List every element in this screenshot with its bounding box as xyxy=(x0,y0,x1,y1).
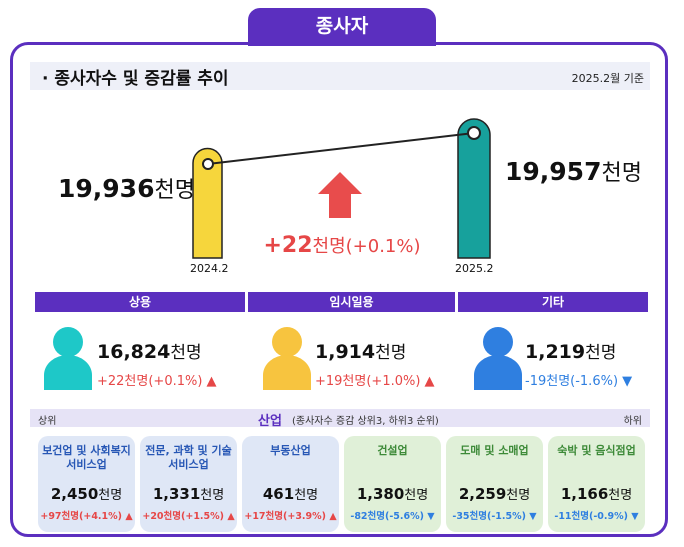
change: +20천명(+1.5%) xyxy=(142,511,225,522)
industry-change: -35천명(-1.5%) ▼ xyxy=(452,511,537,522)
trend-change: +22천명(+0.1%) xyxy=(262,232,422,258)
person-icon xyxy=(474,327,522,390)
industry-value: 1,166천명 xyxy=(548,484,645,503)
industry-card: 부동산업 461천명 +17천명(+3.9%) ▲ xyxy=(242,436,339,532)
change: -82천명(-5.6%) xyxy=(350,511,424,522)
status-value: 1,219천명 xyxy=(525,338,616,363)
industry-change: +20천명(+1.5%) ▲ xyxy=(142,511,235,522)
change: +17천명(+3.9%) xyxy=(244,511,327,522)
status-change: +19천명(+1.0%) ▲ xyxy=(315,374,435,389)
number: 16,824 xyxy=(97,341,171,363)
bottom-label: 하위 xyxy=(623,416,642,427)
period: 2025.2 xyxy=(455,262,494,275)
number: 1,380 xyxy=(356,485,405,503)
number: 1,166 xyxy=(560,485,609,503)
industry-bar: 상위 산업 (종사자수 증감 상위3, 하위3 순위) 하위 xyxy=(30,409,650,429)
trend-graphic xyxy=(192,118,491,259)
unit: 천명 xyxy=(312,236,346,257)
up-arrow xyxy=(318,172,362,218)
industry-change: +97천명(+4.1%) ▲ xyxy=(40,511,133,522)
industry-card: 전문, 과학 및 기술 서비스업 1,331천명 +20천명(+1.5%) ▲ xyxy=(140,436,237,532)
unit: 천명 xyxy=(608,488,633,503)
status-value: 1,914천명 xyxy=(315,338,406,363)
change: +97천명(+4.1%) xyxy=(40,511,123,522)
status-change: -19천명(-1.6%) ▼ xyxy=(525,374,633,389)
number: 1,914 xyxy=(315,341,376,363)
industry-card: 건설업 1,380천명 -82천명(-5.6%) ▼ xyxy=(344,436,441,532)
industry-name: 부동산업 xyxy=(270,444,311,457)
industry-name: 건설업 xyxy=(377,444,408,457)
tab: 종사자 xyxy=(248,8,436,46)
pillar-2025 xyxy=(457,118,491,259)
rate: (+0.1%) xyxy=(345,236,421,257)
top-label: 상위 xyxy=(38,416,57,427)
unit: 천명 xyxy=(294,488,319,503)
status-header: 기타 xyxy=(458,292,648,312)
change: +19천명(+1.0%) xyxy=(315,374,421,389)
industry-title: 산업 xyxy=(258,414,282,429)
change: -19천명(-1.6%) xyxy=(525,374,619,389)
industry-value: 2,450천명 xyxy=(38,484,135,503)
industry-change: -11천명(-0.9%) ▼ xyxy=(554,511,639,522)
industry-subtitle: (종사자수 증감 상위3, 하위3 순위) xyxy=(292,416,439,427)
industry-name: 도매 및 소매업 xyxy=(460,444,529,457)
unit: 천명 xyxy=(585,343,617,363)
number: 461 xyxy=(262,485,295,503)
number: 19,936 xyxy=(58,174,155,203)
point xyxy=(202,158,214,170)
unit: 천명 xyxy=(601,161,642,186)
trend-line xyxy=(207,132,475,165)
person-icon xyxy=(44,327,92,390)
industry-value: 461천명 xyxy=(242,484,339,503)
unit: 천명 xyxy=(154,178,195,203)
title-bar xyxy=(30,62,650,90)
status-header: 상용 xyxy=(35,292,245,312)
number: 1,331 xyxy=(152,485,201,503)
date-note: 2025.2월 기준 xyxy=(571,72,644,85)
point xyxy=(467,126,481,140)
number: 2,450 xyxy=(50,485,99,503)
title-text: 종사자수 및 증감률 추이 xyxy=(54,69,229,89)
person-icons xyxy=(44,327,522,390)
unit: 천명 xyxy=(506,488,531,503)
number: 1,219 xyxy=(525,341,586,363)
industry-card: 숙박 및 음식점업 1,166천명 -11천명(-0.9%) ▼ xyxy=(548,436,645,532)
industry-card: 보건업 및 사회복지 서비스업 2,450천명 +97천명(+4.1%) ▲ xyxy=(38,436,135,532)
industry-name: 전문, 과학 및 기술 서비스업 xyxy=(145,444,232,471)
industry-change: -82천명(-5.6%) ▼ xyxy=(350,511,435,522)
change-value: +22 xyxy=(263,233,313,258)
status-value: 16,824천명 xyxy=(97,338,202,363)
change: -35천명(-1.5%) xyxy=(452,511,526,522)
value-2025: 19,957천명 xyxy=(505,155,642,187)
unit: 천명 xyxy=(170,343,202,363)
industry-value: 1,380천명 xyxy=(344,484,441,503)
industry-change: +17천명(+3.9%) ▲ xyxy=(244,511,337,522)
period: 2024.2 xyxy=(190,262,229,275)
number: 2,259 xyxy=(458,485,507,503)
unit: 천명 xyxy=(98,488,123,503)
unit: 천명 xyxy=(200,488,225,503)
industry-name: 숙박 및 음식점업 xyxy=(557,444,636,457)
number: 19,957 xyxy=(505,157,602,186)
industry-value: 2,259천명 xyxy=(446,484,543,503)
unit: 천명 xyxy=(375,343,407,363)
unit: 천명 xyxy=(404,488,429,503)
status-header: 임시일용 xyxy=(248,292,455,312)
industry-value: 1,331천명 xyxy=(140,484,237,503)
industry-name: 보건업 및 사회복지 서비스업 xyxy=(42,444,131,471)
person-icon xyxy=(263,327,311,390)
section-title: · 종사자수 및 증감률 추이 xyxy=(42,69,229,89)
change: +22천명(+0.1%) xyxy=(97,374,203,389)
value-2024: 19,936천명 xyxy=(58,172,195,204)
status-change: +22천명(+0.1%) ▲ xyxy=(97,374,217,389)
industry-card: 도매 및 소매업 2,259천명 -35천명(-1.5%) ▼ xyxy=(446,436,543,532)
change: -11천명(-0.9%) xyxy=(554,511,628,522)
